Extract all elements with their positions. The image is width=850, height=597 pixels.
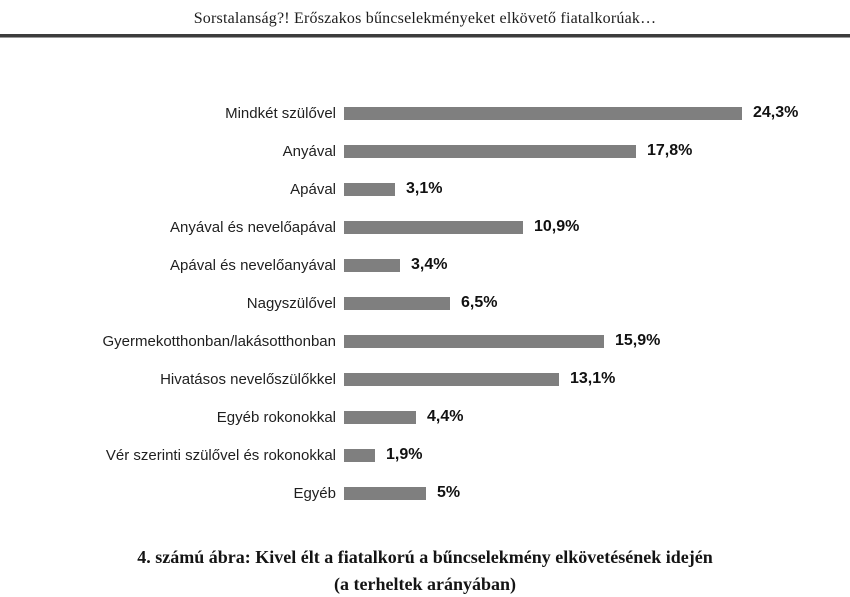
bar — [344, 448, 375, 462]
bar — [344, 296, 450, 310]
value-label: 5% — [437, 484, 461, 501]
value-label: 15,9% — [615, 332, 661, 349]
bar-track: 3,4% — [336, 256, 850, 274]
category-label: Anyával — [282, 142, 336, 160]
bar-chart: Mindkét szülővel 24,3% Anyával 17,8% Apával 3… — [0, 94, 850, 512]
bar-track: 15,9% — [336, 332, 850, 350]
bar — [344, 486, 426, 500]
category-label: Mindkét szülővel — [225, 104, 336, 122]
chart-row: Anyával 17,8% — [0, 132, 850, 170]
bar — [344, 410, 416, 424]
value-label: 13,1% — [570, 370, 616, 387]
chart-row: Gyermekotthonban/lakásotthonban 15,9% — [0, 322, 850, 360]
category-label: Nagyszülővel — [246, 294, 336, 312]
figure-caption-line2: (a terheltek arányában) — [334, 574, 516, 594]
bar-track: 3,1% — [336, 180, 850, 198]
chart-row: Hivatásos nevelőszülőkkel 13,1% — [0, 360, 850, 398]
value-label: 10,9% — [534, 218, 580, 235]
bar-track: 13,1% — [336, 370, 850, 388]
category-label: Anyával és nevelőapával — [170, 218, 336, 236]
value-label: 1,9% — [386, 446, 423, 463]
category-label: Egyéb — [293, 484, 336, 502]
bar — [344, 144, 636, 158]
bar-track: 6,5% — [336, 294, 850, 312]
bar-track: 10,9% — [336, 218, 850, 236]
category-label: Egyéb rokonokkal — [216, 408, 336, 426]
chart-row: Apával és nevelőanyával 3,4% — [0, 246, 850, 284]
chart-row: Mindkét szülővel 24,3% — [0, 94, 850, 132]
chart-row: Vér szerinti szülővel és rokonokkal 1,9% — [0, 436, 850, 474]
chart-row: Egyéb rokonokkal 4,4% — [0, 398, 850, 436]
header-rule — [0, 34, 850, 38]
chart-row: Anyával és nevelőapával 10,9% — [0, 208, 850, 246]
category-label: Hivatásos nevelőszülőkkel — [160, 370, 336, 388]
bar-track: 4,4% — [336, 408, 850, 426]
bar — [344, 106, 742, 120]
value-label: 17,8% — [647, 142, 693, 159]
value-label: 3,4% — [411, 256, 448, 273]
running-head: Sorstalanság?! Erőszakos bűncselekmények… — [193, 10, 657, 27]
bar — [344, 182, 395, 196]
category-label: Apával — [290, 180, 336, 198]
bar — [344, 220, 523, 234]
bar — [344, 334, 604, 348]
bar-track: 1,9% — [336, 446, 850, 464]
category-label: Apával és nevelőanyával — [170, 256, 336, 274]
value-label: 3,1% — [406, 180, 443, 197]
category-label: Gyermekotthonban/lakásotthonban — [102, 332, 337, 350]
bar — [344, 258, 400, 272]
value-label: 4,4% — [427, 408, 464, 425]
figure-caption-line1: 4. számú ábra: Kivel élt a fiatalkorú a … — [137, 547, 713, 567]
bar-track: 17,8% — [336, 142, 850, 160]
chart-row: Apával 3,1% — [0, 170, 850, 208]
figure-caption: 4. számú ábra: Kivel élt a fiatalkorú a … — [0, 544, 850, 597]
chart-row: Nagyszülővel 6,5% — [0, 284, 850, 322]
bar — [344, 372, 559, 386]
bar-track: 24,3% — [336, 104, 850, 122]
chart-rows: Mindkét szülővel 24,3% Anyával 17,8% Apával 3… — [0, 94, 850, 512]
value-label: 6,5% — [461, 294, 498, 311]
value-label: 24,3% — [753, 104, 799, 121]
chart-row: Egyéb 5% — [0, 474, 850, 512]
category-label: Vér szerinti szülővel és rokonokkal — [105, 446, 336, 464]
bar-track: 5% — [336, 484, 850, 502]
